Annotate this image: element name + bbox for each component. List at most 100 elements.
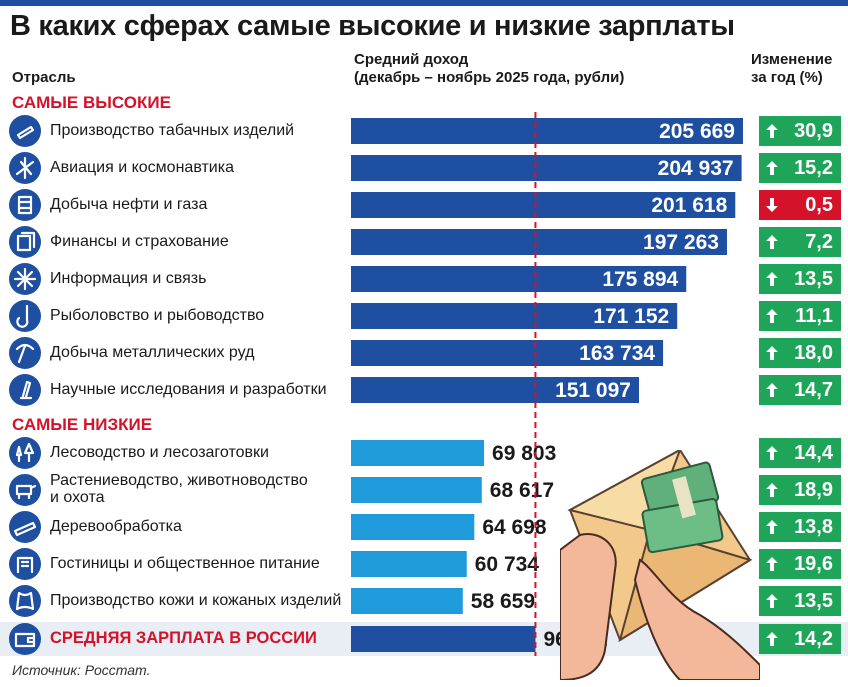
change-value: 0,5 — [805, 193, 833, 216]
bar-13 — [351, 626, 536, 652]
row-label: СРЕДНЯЯ ЗАРПЛАТА В РОССИИ — [50, 629, 317, 647]
arrow-up-icon — [766, 594, 778, 608]
section-highest: САМЫЕ ВЫСОКИЕ — [12, 93, 171, 112]
change-badge: 0,5 — [759, 190, 841, 220]
cigarette-icon — [9, 115, 41, 147]
value-label: 205 669 — [659, 120, 735, 143]
bar-5 — [351, 303, 678, 329]
bar-4 — [351, 266, 687, 292]
arrow-up-icon — [766, 235, 778, 249]
change-badge: 18,9 — [759, 475, 841, 505]
bar-3 — [351, 229, 727, 255]
change-value: 14,7 — [794, 378, 833, 401]
change-value: 15,2 — [794, 156, 833, 179]
row-label: Производство кожи и кожаных изделий — [50, 592, 342, 609]
arrow-up-icon — [766, 346, 778, 360]
change-badge: 14,7 — [759, 375, 841, 405]
value-label: 163 734 — [579, 342, 655, 365]
change-value: 13,5 — [794, 267, 833, 290]
microscope-icon — [9, 374, 41, 406]
bar-6 — [351, 340, 664, 366]
change-badge: 19,6 — [759, 549, 841, 579]
value-label: 58 659 — [471, 590, 535, 613]
top-accent-bar — [0, 0, 848, 6]
change-badge: 7,2 — [759, 227, 841, 257]
wallet-icon — [9, 623, 41, 655]
value-label: 204 937 — [658, 157, 734, 180]
change-value: 13,8 — [794, 515, 833, 538]
money-icon — [9, 226, 41, 258]
arrow-up-icon — [766, 520, 778, 534]
header-income-line1: Средний доход — [354, 51, 469, 68]
section-lowest: САМЫЕ НИЗКИЕ — [12, 415, 153, 434]
header-change-line1: Изменение — [751, 51, 833, 68]
row-label: Авиация и космонавтика — [50, 159, 234, 176]
change-value: 18,9 — [794, 478, 833, 501]
change-badge: 13,8 — [759, 512, 841, 542]
hand-money-illustration — [560, 450, 760, 680]
cow-icon — [9, 474, 41, 506]
arrow-up-icon — [766, 483, 778, 497]
source-note: Источник: Росстат. — [12, 662, 151, 678]
row-label: Производство табачных изделий — [50, 122, 295, 139]
airplane-icon — [9, 152, 41, 184]
change-value: 13,5 — [794, 589, 833, 612]
header-industry: Отрасль — [12, 69, 76, 86]
chart-title: В каких сферах самые высокие и низкие за… — [10, 10, 735, 42]
bar-1 — [351, 155, 742, 181]
row-label: Научные исследования и разработки — [50, 381, 327, 398]
bar-8 — [351, 440, 485, 466]
change-value: 14,4 — [794, 441, 833, 464]
hotel-icon — [9, 548, 41, 580]
bar-11 — [351, 551, 467, 577]
trees-icon — [9, 437, 41, 469]
row-label: Лесоводство и лесозаготовки — [50, 444, 269, 461]
saw-icon — [9, 511, 41, 543]
pickaxe-icon — [9, 337, 41, 369]
value-label: 171 152 — [593, 305, 669, 328]
change-badge: 14,4 — [759, 438, 841, 468]
arrow-up-icon — [766, 632, 778, 646]
row-label: Информация и связь — [50, 270, 207, 287]
change-value: 11,1 — [795, 304, 833, 327]
value-label: 197 263 — [643, 231, 719, 254]
arrow-up-icon — [766, 557, 778, 571]
header-change-line2: за год (%) — [751, 69, 823, 86]
bar-10 — [351, 514, 475, 540]
arrow-up-icon — [766, 383, 778, 397]
value-label: 64 698 — [482, 516, 547, 539]
change-badge: 14,2 — [759, 624, 841, 654]
value-label: 68 617 — [490, 479, 554, 502]
value-label: 60 734 — [475, 553, 540, 576]
change-badge: 30,9 — [759, 116, 841, 146]
change-badge: 18,0 — [759, 338, 841, 368]
change-badge: 15,2 — [759, 153, 841, 183]
row-label: Финансы и страхование — [50, 233, 229, 250]
arrow-up-icon — [766, 161, 778, 175]
arrow-up-icon — [766, 446, 778, 460]
change-badge: 11,1 — [759, 301, 841, 331]
value-label: 69 803 — [492, 442, 556, 465]
row-label: Добыча нефти и газа — [50, 196, 208, 213]
arrow-up-icon — [766, 309, 778, 323]
row-label: Деревообработка — [50, 518, 182, 535]
oil-barrel-icon — [9, 189, 41, 221]
change-value: 14,2 — [794, 627, 833, 650]
change-value: 18,0 — [794, 341, 833, 364]
bar-0 — [351, 118, 743, 144]
bar-2 — [351, 192, 736, 218]
row-label: Гостиницы и общественное питание — [50, 555, 320, 572]
fish-hook-icon — [9, 300, 41, 332]
change-value: 7,2 — [805, 230, 833, 253]
change-badge: 13,5 — [759, 264, 841, 294]
row-label: Добыча металлических руд — [50, 344, 255, 361]
row-label: Растениеводство, животноводство и охота — [50, 472, 308, 506]
leather-icon — [9, 585, 41, 617]
header-income-line2: (декабрь – ноябрь 2025 года, рубли) — [354, 69, 625, 86]
bar-12 — [351, 588, 463, 614]
change-badge: 13,5 — [759, 586, 841, 616]
value-label: 151 097 — [555, 379, 631, 402]
change-value: 30,9 — [794, 119, 833, 142]
arrow-up-icon — [766, 124, 778, 138]
